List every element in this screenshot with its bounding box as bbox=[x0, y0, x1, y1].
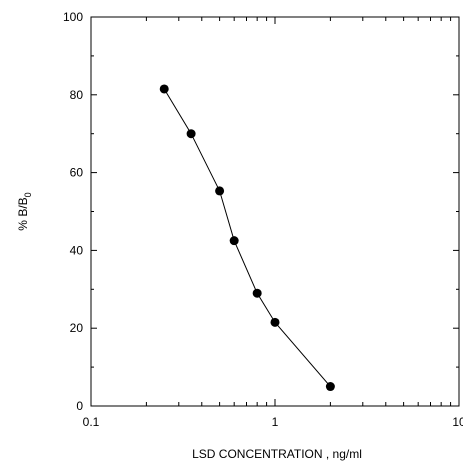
y-tick-label: 100 bbox=[63, 10, 83, 24]
labels-layer: LSD CONCENTRATION , ng/ml % B/B0 bbox=[16, 192, 362, 461]
data-layer bbox=[159, 84, 335, 392]
y-axis-label-main: % B/B bbox=[16, 197, 30, 230]
data-point bbox=[159, 84, 169, 94]
x-tick-label: 0.1 bbox=[83, 415, 100, 429]
y-tick-label: 20 bbox=[70, 321, 84, 335]
data-point bbox=[215, 186, 225, 196]
y-axis-label: % B/B0 bbox=[16, 192, 33, 230]
data-point bbox=[252, 288, 262, 298]
data-point bbox=[186, 129, 196, 139]
y-tick-label: 80 bbox=[70, 88, 84, 102]
plot-frame bbox=[90, 16, 460, 407]
x-axis-label: LSD CONCENTRATION , ng/ml bbox=[192, 447, 362, 461]
data-point bbox=[270, 317, 280, 327]
x-tick-label: 1 bbox=[272, 415, 279, 429]
y-tick-label: 0 bbox=[76, 399, 83, 413]
y-tick-label: 60 bbox=[70, 166, 84, 180]
axes-layer: 0 20 40 60 80 100 0.1 1 10 bbox=[63, 10, 463, 429]
y-tick-label: 40 bbox=[70, 243, 84, 257]
y-axis-label-subscript: 0 bbox=[23, 192, 33, 197]
x-tick-label: 10 bbox=[452, 415, 463, 429]
data-point bbox=[325, 382, 335, 392]
data-point bbox=[229, 236, 239, 246]
